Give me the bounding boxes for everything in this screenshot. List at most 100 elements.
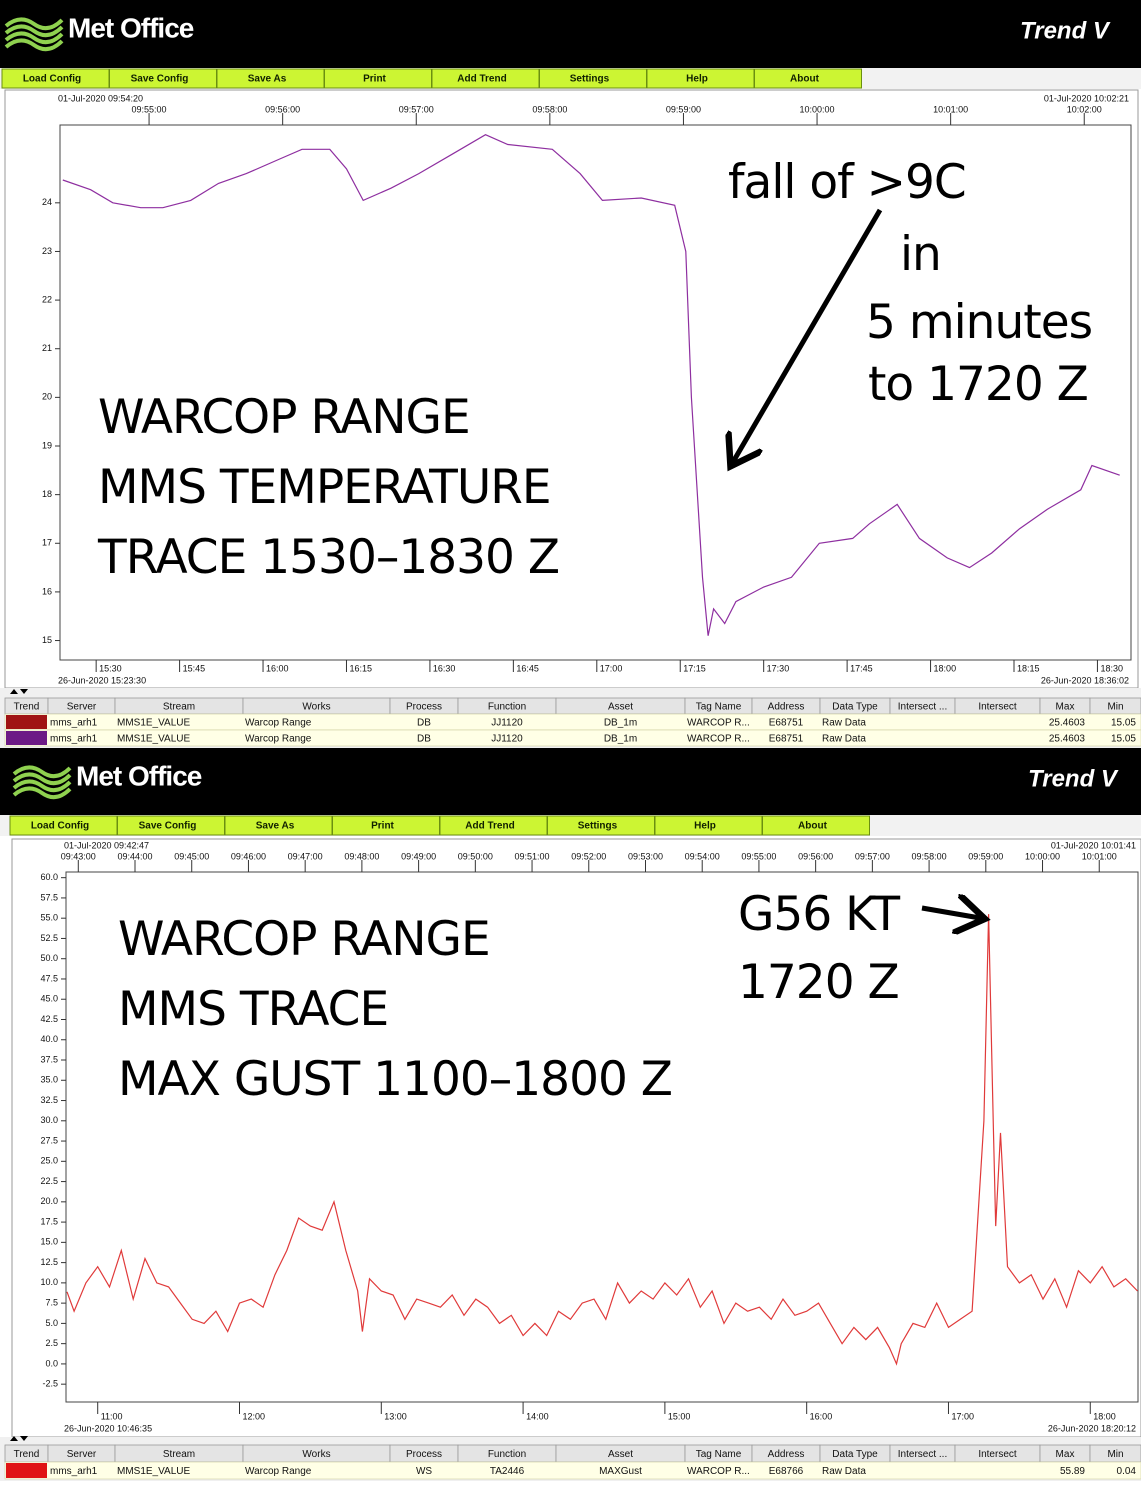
x2-tick-label: 09:44:00 [117, 851, 152, 861]
annotation: G56 KT [738, 887, 900, 942]
y-tick-label: 42.5 [40, 1014, 58, 1024]
table-cell: mms_arh1 [50, 1466, 98, 1477]
header-bar [0, 0, 1141, 68]
menu-label[interactable]: Print [363, 74, 386, 85]
x-tick-label: 18:00 [934, 663, 957, 673]
y-tick-label: 12.5 [40, 1257, 58, 1267]
x2-tick-label: 09:55:00 [132, 104, 167, 114]
table-cell: 55.89 [1060, 1466, 1085, 1477]
y-tick-label: 16 [42, 586, 52, 596]
menu-label[interactable]: Help [694, 821, 716, 832]
plot-area [65, 871, 1139, 1403]
annotation: to 1720 Z [868, 357, 1088, 412]
y-tick-label: 35.0 [40, 1075, 58, 1085]
menu-label[interactable]: Save Config [139, 821, 197, 832]
menu-label[interactable]: About [790, 74, 820, 85]
trend-color[interactable] [6, 1463, 47, 1478]
table-header: Intersect [978, 702, 1017, 713]
menu-label[interactable]: Save As [256, 821, 295, 832]
table-cell: Warcop Range [245, 1466, 312, 1477]
table-cell: mms_arh1 [50, 718, 98, 729]
x-tick-label: 16:00 [810, 1411, 833, 1421]
y-tick-label: 20.0 [40, 1196, 58, 1206]
table-cell: MMS1E_VALUE [117, 734, 191, 745]
menu-label[interactable]: Settings [578, 821, 618, 832]
table-cell: DB [417, 718, 431, 729]
logo-text: Met Office [76, 760, 202, 791]
x2-tick-label: 09:58:00 [532, 104, 567, 114]
menu-label[interactable]: Add Trend [457, 74, 506, 85]
menu-button[interactable] [762, 815, 870, 836]
table-cell: MMS1E_VALUE [117, 1466, 191, 1477]
table-header: Trend [14, 1449, 40, 1460]
x-start-label: 26-Jun-2020 15:23:30 [58, 675, 146, 685]
table-cell: DB_1m [604, 734, 637, 745]
table-header: Stream [163, 702, 195, 713]
table-cell: Raw Data [822, 734, 866, 745]
table-cell: E68751 [769, 734, 804, 745]
table-header: Intersect ... [898, 1449, 947, 1460]
x2-tick-label: 09:48:00 [344, 851, 379, 861]
x2-tick-label: 09:59:00 [968, 851, 1003, 861]
table-row [4, 1461, 1141, 1480]
menu-label[interactable]: Save Config [131, 74, 189, 85]
table-cell: Raw Data [822, 718, 866, 729]
x2-tick-label: 09:45:00 [174, 851, 209, 861]
y-tick-label: 55.0 [40, 913, 58, 923]
table-header: Min [1107, 1449, 1123, 1460]
menu-label[interactable]: Load Config [23, 74, 81, 85]
y-tick-label: 7.5 [45, 1298, 58, 1308]
x2-tick-label: 09:46:00 [231, 851, 266, 861]
menu-label[interactable]: Print [371, 821, 394, 832]
trend-color[interactable] [6, 731, 47, 745]
x2-tick-label: 09:55:00 [741, 851, 776, 861]
table-header: Asset [608, 1449, 633, 1460]
y-tick-label: -2.5 [42, 1379, 58, 1389]
menu-label[interactable]: Add Trend [465, 821, 514, 832]
y-tick-label: 57.5 [40, 892, 58, 902]
table-cell: WARCOP R... [687, 734, 750, 745]
y-tick-label: 45.0 [40, 994, 58, 1004]
logo-wave [4, 24, 64, 38]
x2-tick-label: 09:56:00 [798, 851, 833, 861]
table-header: Works [302, 1449, 330, 1460]
logo-wave [12, 772, 72, 786]
menu-label[interactable]: Settings [570, 74, 610, 85]
table-cell: JJ1120 [491, 734, 523, 745]
y-tick-label: 37.5 [40, 1054, 58, 1064]
table-row [4, 729, 1141, 747]
y-tick-label: 27.5 [40, 1135, 58, 1145]
menu-label[interactable]: Save As [248, 74, 287, 85]
data-line [66, 914, 1138, 1366]
annotation-arrow [921, 908, 980, 918]
menu-label[interactable]: About [798, 821, 828, 832]
menu-label[interactable]: Help [686, 74, 708, 85]
x-tick-label: 18:30 [1100, 663, 1123, 673]
table-header: Asset [608, 702, 633, 713]
annotation-arrow [733, 208, 883, 462]
annotation: 5 minutes [866, 295, 1092, 350]
annotation: 1720 Z [738, 955, 899, 1010]
logo-wave [4, 38, 64, 52]
x-tick-label: 16:30 [433, 663, 456, 673]
x2-tick-label: 10:00:00 [1025, 851, 1060, 861]
x-tick-label: 18:00 [1093, 1411, 1116, 1421]
x-tick-label: 16:15 [349, 663, 372, 673]
table-header: Intersect ... [898, 702, 947, 713]
table-header: Process [406, 1449, 442, 1460]
x-tick-label: 17:30 [767, 663, 790, 673]
table-header: Tag Name [696, 702, 742, 713]
menu-button[interactable] [754, 68, 862, 89]
table-cell: DB_1m [604, 718, 637, 729]
plot-area [59, 124, 1132, 661]
x-tick-label: 17:15 [683, 663, 706, 673]
table-header: Address [768, 1449, 805, 1460]
table-cell: MMS1E_VALUE [117, 718, 191, 729]
y-tick-label: 17 [42, 538, 52, 548]
trend-color[interactable] [6, 715, 47, 729]
x-tick-label: 18:15 [1017, 663, 1040, 673]
x2-tick-label: 09:54:00 [685, 851, 720, 861]
table-cell: DB [417, 734, 431, 745]
table-cell: 15.05 [1111, 734, 1136, 745]
menu-label[interactable]: Load Config [31, 821, 89, 832]
